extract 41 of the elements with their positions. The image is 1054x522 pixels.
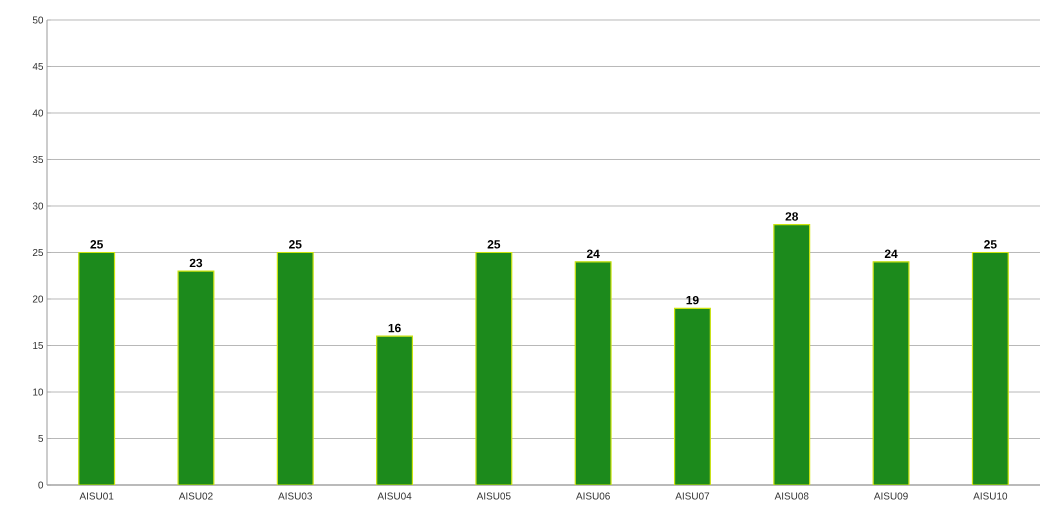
y-tick-label: 25 <box>32 248 44 257</box>
y-tick-label: 35 <box>32 155 44 164</box>
bar <box>177 270 215 485</box>
bar <box>971 251 1009 485</box>
bar <box>475 251 513 485</box>
x-tick-label: AISU10 <box>973 492 1008 500</box>
data-label: 24 <box>586 249 600 258</box>
bar <box>673 307 711 485</box>
bar <box>872 261 910 485</box>
data-label: 28 <box>785 212 799 221</box>
y-tick-label: 30 <box>32 202 44 210</box>
data-label: 25 <box>487 240 501 249</box>
x-tick-label: AISU07 <box>675 492 710 500</box>
y-tick-label: 0 <box>38 481 44 489</box>
data-label: 25 <box>984 240 997 249</box>
data-label: 25 <box>90 240 103 249</box>
data-label: 25 <box>289 240 302 249</box>
x-tick-label: AISU05 <box>476 492 511 500</box>
x-tick-label: AISU03 <box>278 492 312 500</box>
y-tick-label: 45 <box>32 63 44 70</box>
x-tick-label: AISU08 <box>774 492 809 500</box>
data-label: 23 <box>189 258 203 268</box>
x-tick-label: AISU09 <box>873 492 908 500</box>
y-tick-label: 20 <box>32 295 44 303</box>
data-label: 19 <box>686 295 699 305</box>
y-tick-label: 50 <box>32 16 44 24</box>
y-tick-label: 10 <box>33 388 44 396</box>
y-tick-label: 15 <box>33 342 44 349</box>
bar <box>574 261 612 485</box>
y-tick-label: 40 <box>32 109 44 117</box>
bar <box>773 224 811 485</box>
data-label: 24 <box>884 249 898 258</box>
data-label: 16 <box>388 323 401 333</box>
x-tick-label: AISU02 <box>178 492 213 500</box>
x-tick-label: AISU01 <box>79 492 114 500</box>
x-tick-label: AISU06 <box>576 492 610 500</box>
bar <box>78 251 116 485</box>
x-tick-label: AISU04 <box>377 492 412 500</box>
y-tick-label: 5 <box>38 435 44 442</box>
bar <box>376 335 414 485</box>
bar <box>276 251 314 485</box>
